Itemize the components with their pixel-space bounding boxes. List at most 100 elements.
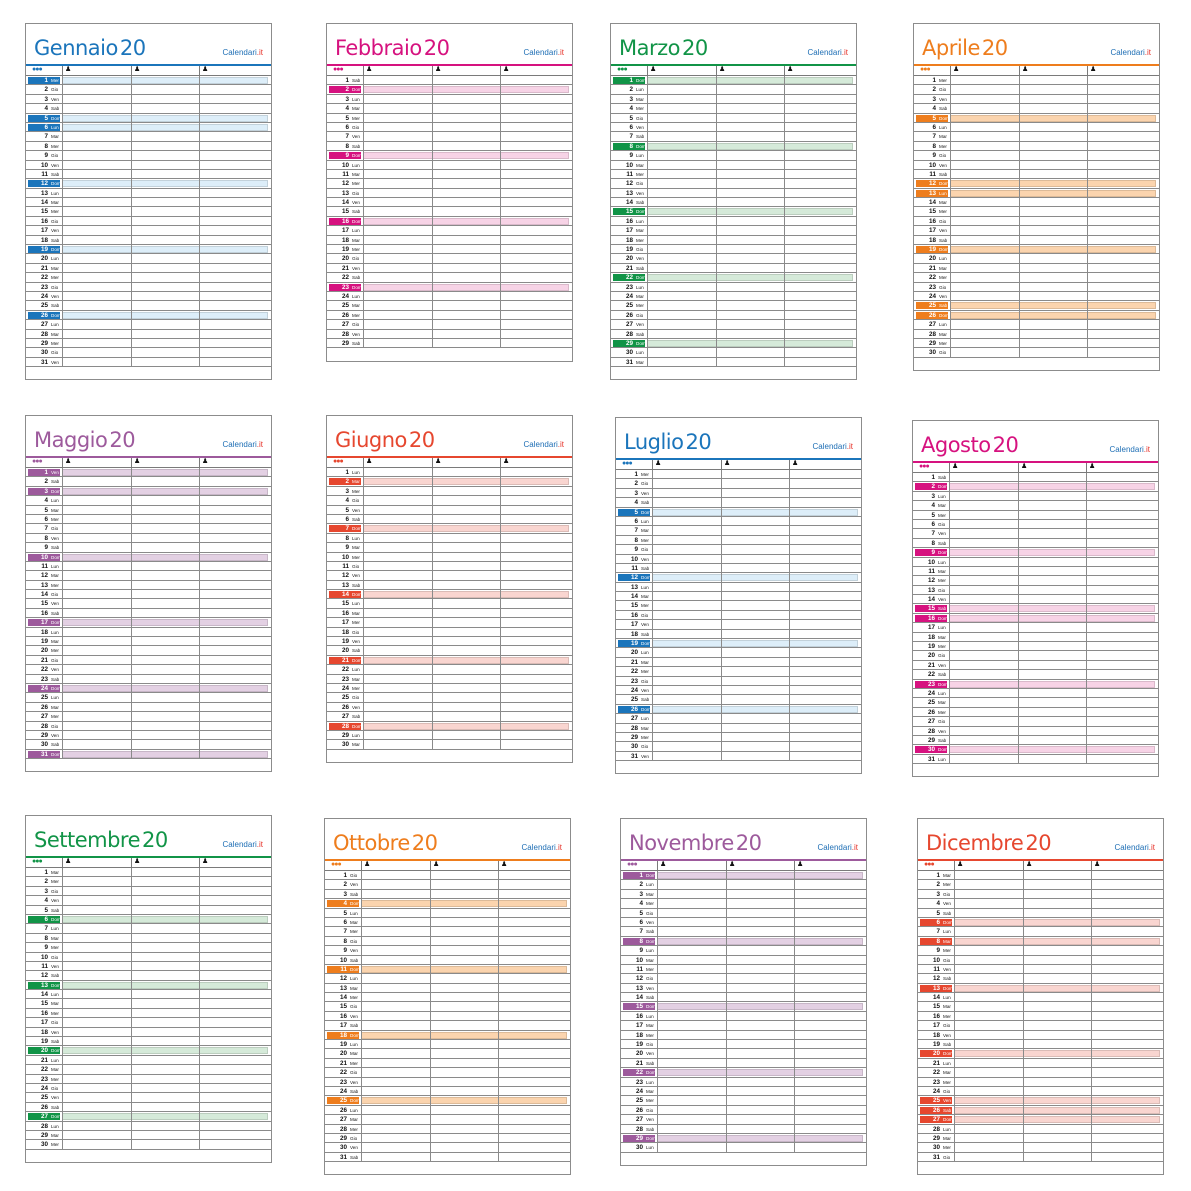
day-row[interactable]: 24 Dom: [26, 683, 271, 694]
day-row[interactable]: 28 Gio: [26, 721, 271, 731]
day-row[interactable]: 7 Lun: [26, 924, 271, 934]
day-row[interactable]: 17 Mer: [327, 618, 572, 628]
day-row[interactable]: 26 Mer: [327, 310, 572, 321]
day-row[interactable]: 18 Mer: [621, 1030, 866, 1041]
day-row[interactable]: 17 Ven: [914, 226, 1159, 236]
day-row[interactable]: 26 Ven: [327, 702, 572, 713]
day-row[interactable]: 23 Dom: [913, 679, 1158, 689]
day-row[interactable]: 23 Mar: [327, 674, 572, 684]
day-row[interactable]: 25 Lun: [26, 693, 271, 703]
day-row[interactable]: 11 Mer: [611, 169, 856, 180]
day-row[interactable]: 8 Mer: [26, 141, 271, 152]
day-row[interactable]: 20 Ven: [621, 1049, 866, 1059]
day-row[interactable]: 20 Sab: [327, 646, 572, 656]
day-row[interactable]: 19 Dom: [26, 245, 271, 255]
day-row[interactable]: 16 Lun: [611, 216, 856, 227]
day-row[interactable]: 27 Mer: [26, 712, 271, 722]
day-row[interactable]: 11 Gio: [327, 561, 572, 572]
day-row[interactable]: 22 Ven: [26, 665, 271, 675]
day-row[interactable]: 20 Lun: [26, 254, 271, 264]
day-row[interactable]: 15 Dom: [621, 1002, 866, 1012]
day-row[interactable]: 28 Mar: [26, 329, 271, 339]
day-row[interactable]: 30 Ven: [325, 1143, 570, 1153]
day-row[interactable]: 22 Lun: [327, 665, 572, 675]
day-row[interactable]: 4 Ven: [918, 899, 1163, 909]
day-row[interactable]: 23 Gio: [914, 282, 1159, 292]
day-row[interactable]: 6 Dom: [918, 917, 1163, 928]
day-row[interactable]: 26 Mar: [26, 702, 271, 713]
day-row[interactable]: 25 Ven: [26, 1093, 271, 1103]
day-row[interactable]: 13 Ven: [621, 983, 866, 994]
day-row[interactable]: 2 Dom: [913, 482, 1158, 492]
day-row[interactable]: 6 Dom: [26, 914, 271, 925]
day-row[interactable]: 30 Gio: [914, 348, 1159, 358]
day-row[interactable]: 3 Mer: [327, 486, 572, 497]
day-row[interactable]: 25 Ven: [918, 1096, 1163, 1106]
day-row[interactable]: 6 Sab: [327, 514, 572, 525]
day-row[interactable]: 25 Sab: [616, 695, 861, 705]
day-row[interactable]: 1 Dom: [621, 871, 866, 881]
day-row[interactable]: 17 Gio: [26, 1018, 271, 1028]
day-row[interactable]: 26 Dom: [914, 310, 1159, 321]
day-row[interactable]: 17 Sab: [325, 1021, 570, 1031]
day-row[interactable]: 1 Dom: [611, 76, 856, 86]
day-row[interactable]: 14 Ven: [913, 595, 1158, 605]
day-row[interactable]: 4 Mer: [611, 104, 856, 114]
day-row[interactable]: 6 Lun: [26, 122, 271, 133]
day-row[interactable]: 12 Mar: [26, 571, 271, 581]
day-row[interactable]: 30 Mer: [918, 1143, 1163, 1153]
day-row[interactable]: 24 Ven: [616, 685, 861, 696]
day-row[interactable]: 26 Sab: [26, 1102, 271, 1113]
day-row[interactable]: 2 Lun: [621, 880, 866, 890]
day-row[interactable]: 12 Dom: [616, 573, 861, 583]
day-row[interactable]: 7 Dom: [327, 524, 572, 534]
day-row[interactable]: 27 Dom: [26, 1112, 271, 1122]
day-row[interactable]: 3 Gio: [26, 886, 271, 897]
day-row[interactable]: 28 Mar: [616, 723, 861, 733]
day-row[interactable]: 15 Sab: [913, 604, 1158, 614]
day-row[interactable]: 1 Sab: [327, 76, 572, 86]
day-row[interactable]: 5 Gio: [621, 908, 866, 918]
day-row[interactable]: 3 Lun: [913, 491, 1158, 502]
day-row[interactable]: 25 Gio: [327, 693, 572, 703]
day-row[interactable]: 14 Sab: [611, 198, 856, 208]
day-row[interactable]: 29 Lun: [327, 730, 572, 741]
day-row[interactable]: 4 Mar: [913, 501, 1158, 511]
day-row[interactable]: 29 Mar: [26, 1130, 271, 1141]
day-row[interactable]: 23 Mer: [26, 1074, 271, 1084]
day-row[interactable]: 4 Mar: [327, 104, 572, 114]
day-row[interactable]: 19 Mer: [327, 245, 572, 255]
day-row[interactable]: 1 Mar: [26, 868, 271, 878]
day-row[interactable]: 31 Dom: [26, 749, 271, 760]
day-row[interactable]: 7 Sab: [621, 927, 866, 937]
day-row[interactable]: 9 Gio: [616, 545, 861, 555]
day-row[interactable]: 3 Ven: [616, 488, 861, 499]
day-row[interactable]: 25 Mar: [913, 698, 1158, 708]
day-row[interactable]: 29 Mar: [918, 1133, 1163, 1144]
day-row[interactable]: 12 Ven: [327, 571, 572, 581]
day-row[interactable]: 24 Ven: [914, 291, 1159, 302]
day-row[interactable]: 1 Lun: [327, 468, 572, 478]
day-row[interactable]: 12 Mer: [913, 576, 1158, 586]
day-row[interactable]: 2 Ven: [325, 880, 570, 890]
day-row[interactable]: 9 Mer: [918, 946, 1163, 956]
day-row[interactable]: 13 Dom: [26, 980, 271, 991]
day-row[interactable]: 14 Lun: [918, 993, 1163, 1003]
day-row[interactable]: 3 Sab: [325, 889, 570, 900]
day-row[interactable]: 26 Sab: [918, 1105, 1163, 1116]
day-row[interactable]: 12 Dom: [914, 179, 1159, 189]
day-row[interactable]: 24 Mar: [621, 1086, 866, 1097]
day-row[interactable]: 2 Gio: [26, 85, 271, 95]
day-row[interactable]: 28 Lun: [26, 1121, 271, 1131]
day-row[interactable]: 21 Sab: [621, 1058, 866, 1069]
day-row[interactable]: 21 Sab: [611, 263, 856, 274]
day-row[interactable]: 7 Mar: [914, 132, 1159, 142]
day-row[interactable]: 7 Lun: [918, 927, 1163, 937]
day-row[interactable]: 13 Gio: [327, 188, 572, 199]
day-row[interactable]: 2 Dom: [327, 85, 572, 95]
day-row[interactable]: 19 Ven: [327, 637, 572, 647]
day-row[interactable]: 18 Sab: [914, 235, 1159, 246]
day-row[interactable]: 1 Mer: [26, 76, 271, 86]
day-row[interactable]: 7 Gio: [26, 524, 271, 534]
day-row[interactable]: 15 Mer: [26, 207, 271, 217]
